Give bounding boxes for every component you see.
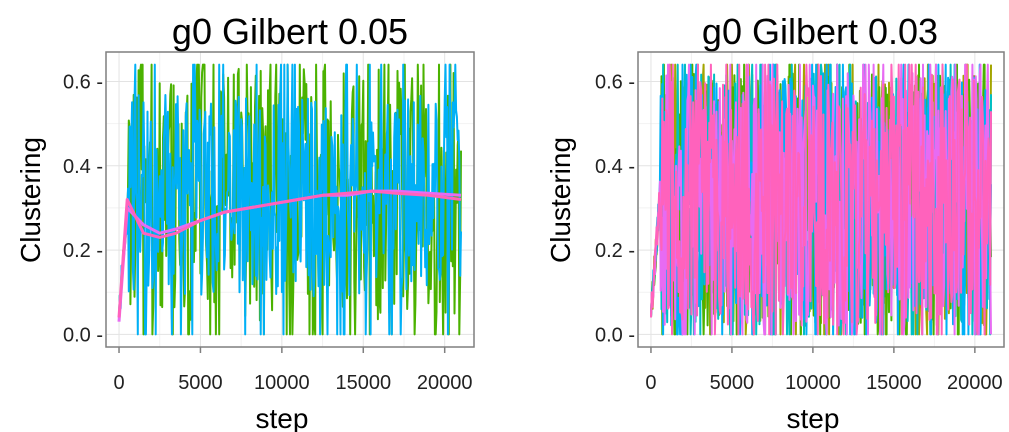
x-axis-label: step bbox=[787, 403, 840, 432]
x-tick-label: 0 bbox=[113, 372, 124, 394]
chart-title: g0 Gilbert 0.05 bbox=[172, 11, 408, 52]
x-tick-label: 5000 bbox=[178, 372, 223, 394]
series-line bbox=[118, 63, 462, 336]
y-tick-label: 0.6 - bbox=[63, 72, 103, 94]
x-axis-label: step bbox=[256, 403, 309, 432]
y-tick-label: 0.2 - bbox=[63, 240, 103, 262]
x-tick-label: 5000 bbox=[710, 372, 755, 394]
series-group bbox=[650, 63, 992, 336]
y-tick-label: 0.2 - bbox=[595, 240, 635, 262]
series-line bbox=[650, 63, 992, 336]
plot-frame bbox=[637, 51, 1005, 348]
x-tick-label: 0 bbox=[645, 372, 656, 394]
y-tick-label: 0.6 - bbox=[595, 72, 635, 94]
x-tick-label: 20000 bbox=[417, 372, 473, 394]
x-tick-label: 15000 bbox=[335, 372, 391, 394]
chart-panel-gilbert-003: g0 Gilbert 0.03 Clustering step 0.0 - 0.… bbox=[545, 11, 1005, 432]
y-tick-label: 0.0 - bbox=[595, 324, 635, 346]
x-tick-label: 15000 bbox=[866, 372, 922, 394]
ticks: 0.0 - 0.2 - 0.4 - 0.6 - 0 5000 10000 150… bbox=[595, 72, 1003, 395]
plot-frame bbox=[105, 51, 475, 348]
y-tick-label: 0.4 - bbox=[63, 156, 103, 178]
x-tick-label: 10000 bbox=[254, 372, 310, 394]
ticks: 0.0 - 0.2 - 0.4 - 0.6 - 0 5000 10000 150… bbox=[63, 72, 473, 395]
series-line bbox=[117, 189, 462, 318]
y-axis-label: Clustering bbox=[545, 137, 576, 263]
chart-title: g0 Gilbert 0.03 bbox=[702, 11, 938, 52]
y-axis-label: Clustering bbox=[15, 137, 46, 263]
y-tick-label: 0.4 - bbox=[595, 156, 635, 178]
y-tick-label: 0.0 - bbox=[63, 324, 103, 346]
x-tick-label: 20000 bbox=[947, 372, 1003, 394]
x-tick-label: 10000 bbox=[785, 372, 841, 394]
chart-panel-gilbert-005: g0 Gilbert 0.05 Clustering step 0.0 - 0.… bbox=[15, 11, 475, 432]
series-group bbox=[117, 63, 462, 336]
